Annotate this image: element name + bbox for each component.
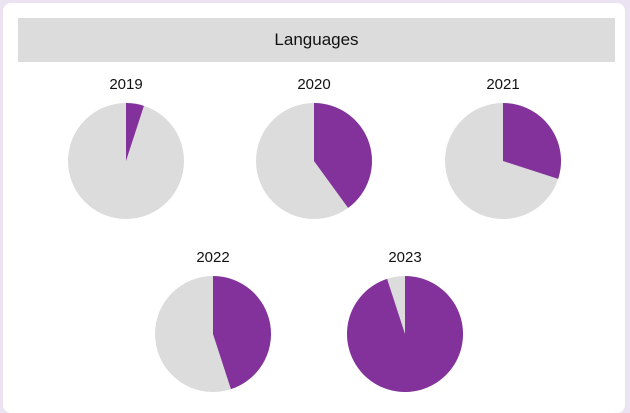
pie-2023 bbox=[347, 275, 464, 392]
chart-card: Languages 2019 2020 2021 2022 2023 bbox=[3, 3, 625, 413]
pie-value-slice bbox=[126, 103, 144, 161]
pie-2019 bbox=[68, 103, 184, 219]
pie-value-slice bbox=[347, 275, 464, 392]
pie-label-2019: 2019 bbox=[109, 76, 143, 93]
pie-charts bbox=[68, 103, 561, 392]
pie-value-slice bbox=[503, 103, 561, 179]
pie-value-slice bbox=[213, 276, 271, 390]
pie-2022 bbox=[155, 276, 271, 392]
pie-2021 bbox=[445, 103, 561, 219]
chart-title: Languages bbox=[18, 18, 615, 62]
pie-value-slice bbox=[314, 103, 372, 208]
pie-label-2023: 2023 bbox=[388, 249, 422, 266]
pie-2020 bbox=[256, 103, 372, 219]
pie-label-2020: 2020 bbox=[297, 76, 331, 93]
pie-label-2021: 2021 bbox=[486, 76, 520, 93]
pie-label-2022: 2022 bbox=[196, 249, 230, 266]
